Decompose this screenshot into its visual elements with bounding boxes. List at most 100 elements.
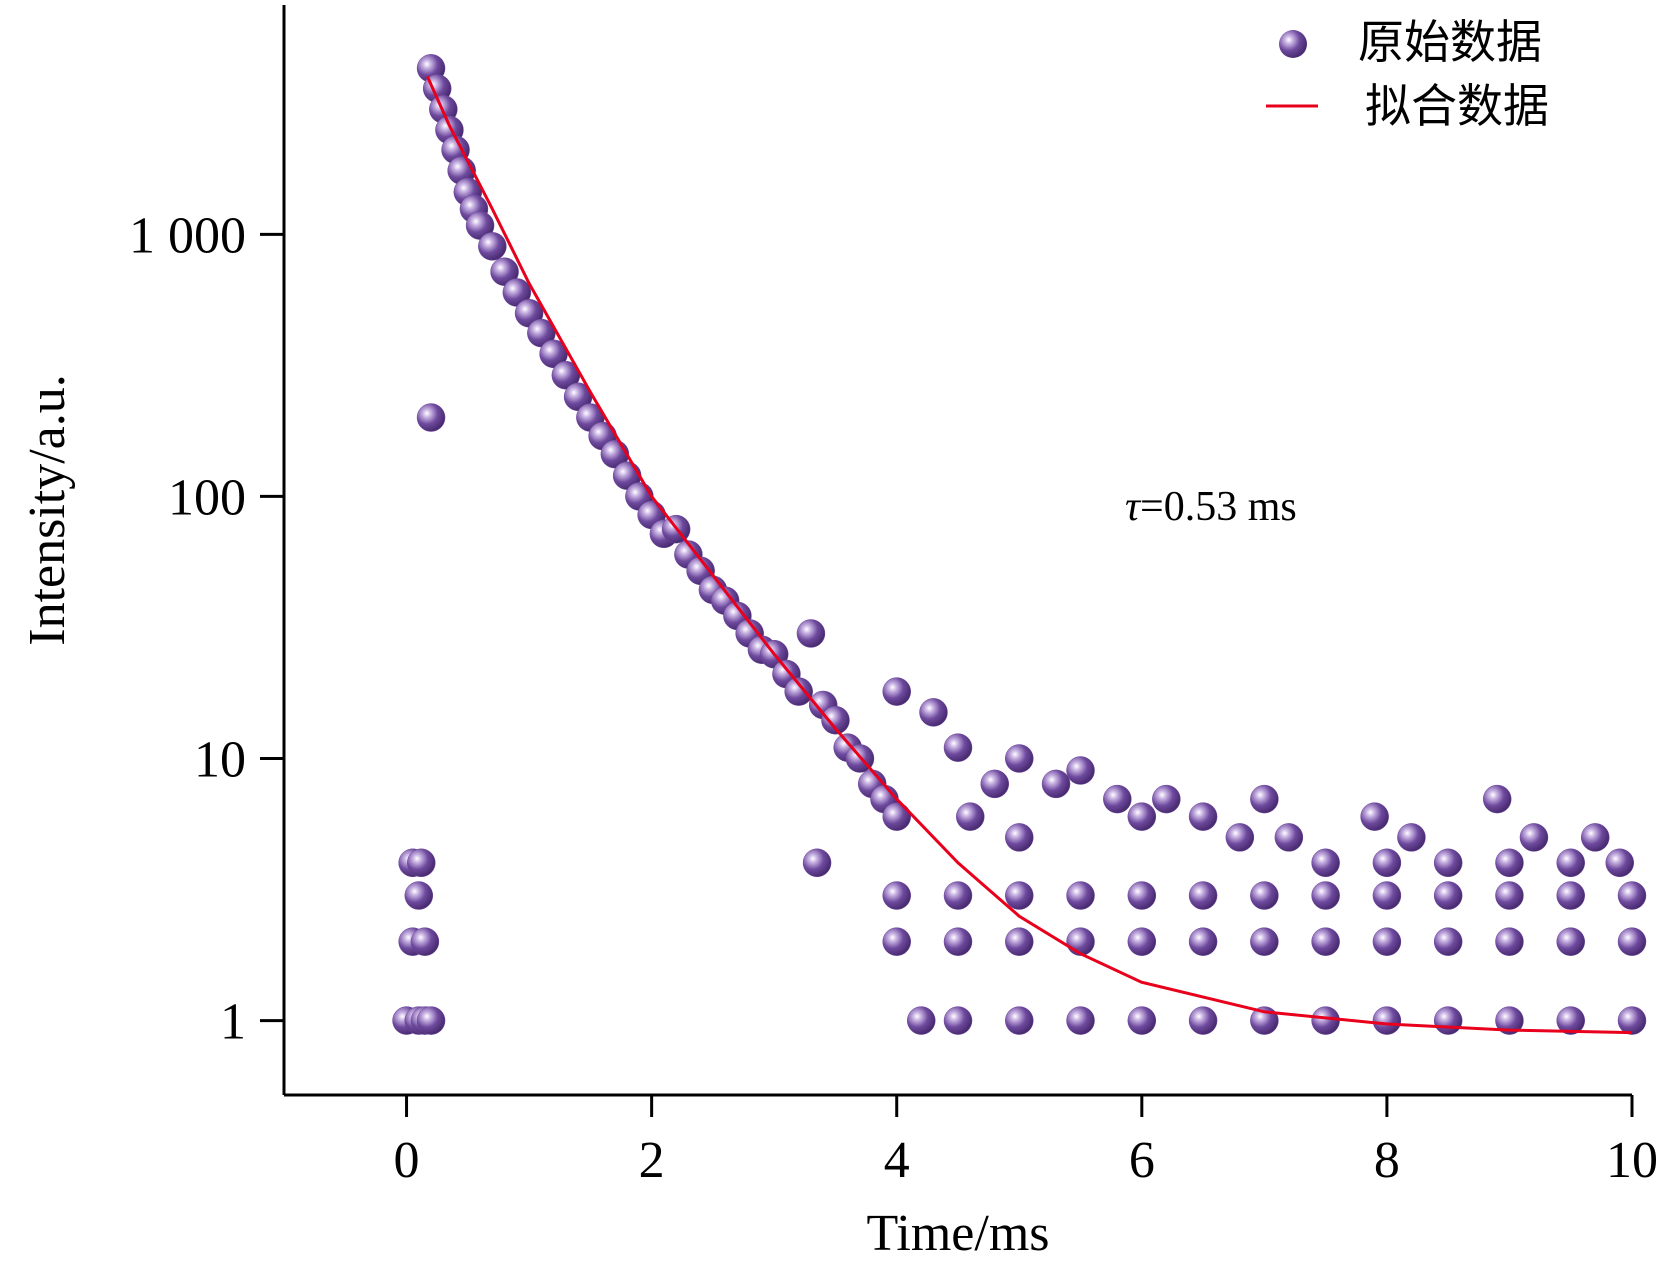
legend-label-raw: 原始数据: [1358, 15, 1542, 69]
raw-data-point: [1482, 784, 1512, 814]
raw-data-point: [784, 677, 813, 706]
raw-data-point: [1372, 927, 1402, 956]
fit-curve: [426, 75, 1633, 1035]
raw-data-point: [943, 881, 973, 910]
raw-data-point: [1311, 881, 1340, 910]
tau-value: =0.53 ms: [1140, 484, 1297, 530]
raw-data-point: [1127, 1006, 1157, 1035]
raw-data-point: [1041, 769, 1071, 799]
raw-data-point: [404, 881, 434, 910]
x-tick-label: 8: [1374, 1132, 1400, 1189]
raw-data-point: [882, 677, 911, 706]
raw-data-point: [1495, 1006, 1524, 1035]
raw-data-point: [1372, 1006, 1402, 1035]
raw-data-point: [1066, 927, 1095, 956]
raw-data-point: [1495, 927, 1524, 956]
raw-data-point: [1250, 927, 1279, 956]
raw-data-point: [1556, 927, 1585, 956]
x-axis-ticks: 0 2 4 6 8 10: [394, 1095, 1658, 1189]
raw-data-point: [1360, 802, 1389, 831]
raw-data-point: [1066, 1006, 1095, 1035]
x-tick-label: 0: [394, 1132, 420, 1189]
raw-data-point: [943, 927, 973, 956]
raw-data-point: [1495, 848, 1524, 878]
legend-marker-raw: [1279, 30, 1307, 58]
raw-data-point: [1066, 881, 1095, 910]
raw-data-point: [821, 705, 850, 735]
x-tick-label: 6: [1129, 1132, 1155, 1189]
y-tick-label: 10: [194, 731, 246, 788]
raw-data-point: [1556, 1006, 1585, 1035]
tau-annotation: τ=0.53 ms: [1125, 484, 1297, 530]
legend: 原始数据 拟合数据: [1266, 15, 1549, 133]
raw-data-point: [882, 927, 911, 956]
raw-data-point: [1556, 881, 1585, 910]
raw-data-point: [1311, 927, 1340, 956]
y-tick-label: 100: [168, 469, 246, 526]
raw-data-point: [1433, 927, 1463, 956]
raw-data-point: [478, 232, 507, 261]
raw-data-point: [1005, 927, 1034, 956]
raw-data-point: [1433, 1006, 1463, 1035]
raw-data-point: [1274, 823, 1304, 852]
raw-data-point: [1066, 756, 1095, 785]
raw-data-point: [1556, 848, 1585, 878]
y-axis-title: Intensity/a.u.: [19, 374, 76, 646]
raw-data-point: [1372, 881, 1402, 910]
raw-data-point: [1127, 927, 1157, 956]
raw-data-point: [1127, 881, 1157, 910]
raw-data-point: [980, 769, 1010, 799]
raw-data-point: [1495, 881, 1524, 910]
raw-data-point: [796, 619, 826, 648]
raw-data-point: [1005, 1006, 1034, 1035]
raw-data-point: [882, 881, 911, 910]
raw-data-point: [1225, 823, 1255, 852]
raw-data-point: [943, 733, 973, 762]
raw-data-point: [416, 403, 446, 432]
raw-data-point: [1005, 881, 1034, 910]
x-tick-label: 2: [639, 1132, 665, 1189]
raw-data-point: [1433, 848, 1463, 878]
raw-data-point: [1617, 927, 1647, 956]
legend-label-fit: 拟合数据: [1365, 79, 1549, 133]
raw-data-point: [1519, 823, 1549, 852]
raw-data-point: [1250, 881, 1279, 910]
raw-data-point: [1005, 823, 1034, 852]
raw-data-point: [1188, 802, 1218, 831]
raw-data-point: [943, 1006, 973, 1035]
raw-data-point: [906, 1006, 936, 1035]
tau-symbol: τ: [1125, 484, 1142, 530]
raw-data-point: [1188, 881, 1218, 910]
raw-data-point: [1580, 823, 1610, 852]
raw-data-point: [1372, 848, 1402, 878]
raw-data-point: [1311, 1006, 1340, 1035]
raw-data-point: [1250, 784, 1279, 814]
raw-data-point: [1617, 1006, 1647, 1035]
raw-data-point: [1397, 823, 1426, 852]
raw-data-point: [1152, 784, 1181, 814]
raw-data-point: [956, 802, 985, 831]
x-axis-title: Time/ms: [866, 1205, 1049, 1262]
raw-data-point: [1005, 744, 1034, 773]
raw-data-point: [410, 927, 440, 956]
x-tick-label: 10: [1606, 1132, 1658, 1189]
raw-data-point: [1433, 881, 1463, 910]
raw-data-point: [1103, 784, 1132, 814]
raw-data-point: [1617, 881, 1647, 910]
raw-data-point: [407, 848, 436, 878]
raw-data-point: [1127, 802, 1157, 831]
raw-data-point: [1605, 848, 1634, 878]
raw-data-point: [919, 698, 948, 727]
raw-data-point: [802, 848, 832, 878]
y-tick-label: 1 000: [129, 207, 246, 264]
y-tick-label: 1: [220, 994, 246, 1051]
raw-data-point: [1311, 848, 1340, 878]
raw-data-point: [1188, 927, 1218, 956]
raw-data-point: [882, 802, 911, 831]
plot-area: 1 10 100 1 000 0 2 4 6 8 10: [129, 5, 1658, 1189]
raw-data-series: [392, 54, 1647, 1035]
x-tick-label: 4: [884, 1132, 910, 1189]
raw-data-point: [1188, 1006, 1218, 1035]
raw-data-point: [416, 1006, 446, 1035]
